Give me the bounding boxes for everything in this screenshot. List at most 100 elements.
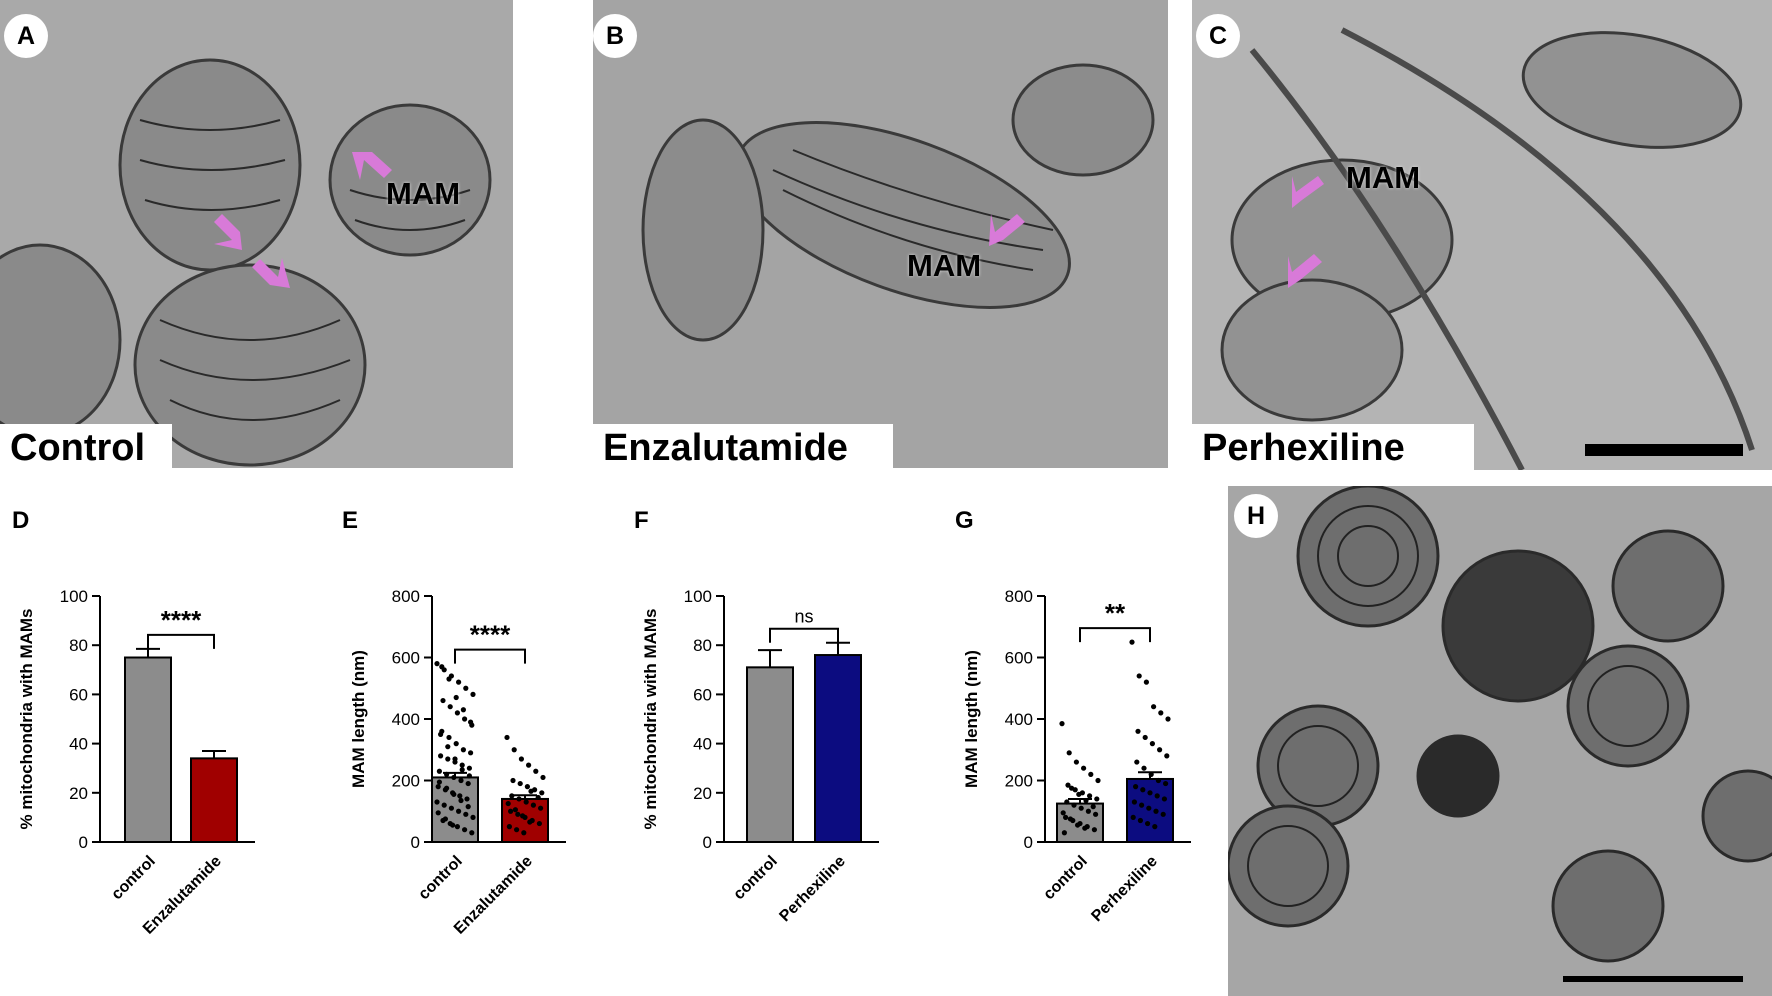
significance-label: **** (470, 620, 511, 650)
em-image-control: A MAM Control (0, 0, 513, 468)
significance-bracket (1079, 627, 1151, 643)
y-tick-label: 100 (684, 587, 712, 606)
data-point (1091, 827, 1097, 833)
panel-letter-b: B (593, 14, 637, 58)
data-point (1164, 753, 1170, 759)
y-tick-label: 800 (1005, 587, 1033, 606)
data-point (1093, 811, 1099, 817)
data-point (1145, 820, 1151, 827)
data-point (466, 773, 472, 779)
data-point (535, 794, 541, 801)
data-point (1143, 679, 1149, 685)
data-point (457, 793, 463, 799)
y-tick-label: 40 (693, 735, 712, 754)
panel-letter-a: A (4, 14, 48, 58)
y-tick-label: 0 (79, 833, 88, 852)
data-point (523, 799, 529, 805)
data-point (1147, 790, 1153, 796)
data-point (450, 822, 456, 828)
data-point (1158, 710, 1164, 716)
panel-letter-f: F (634, 507, 649, 534)
data-point (451, 774, 457, 781)
mam-label-b: MAM (907, 248, 982, 283)
data-point (521, 830, 527, 836)
data-point (524, 784, 531, 790)
data-point (526, 762, 532, 768)
data-point (539, 790, 545, 796)
em-image-lamellar: H (1228, 486, 1772, 996)
data-point (446, 734, 452, 741)
data-point (459, 762, 465, 768)
data-point (1085, 808, 1091, 814)
data-point (463, 811, 469, 817)
panel-letter-c: C (1196, 14, 1240, 58)
panel-letter-g: G (955, 507, 974, 534)
x-tick-label: control (108, 853, 158, 903)
y-axis-label: MAM length (nm) (349, 650, 368, 788)
data-point (505, 800, 511, 807)
data-point (460, 707, 466, 713)
data-point (1082, 825, 1088, 831)
data-point (1071, 802, 1077, 808)
y-tick-label: 20 (693, 784, 712, 803)
data-point (1148, 771, 1154, 777)
em-texture (1192, 0, 1772, 470)
mam-arrows (214, 152, 392, 288)
y-tick-label: 800 (392, 587, 420, 606)
data-point (1133, 784, 1139, 790)
y-tick-label: 600 (1005, 649, 1033, 668)
y-tick-label: 0 (1024, 833, 1033, 852)
data-point (439, 664, 445, 670)
data-point (1094, 796, 1100, 802)
data-point (1129, 639, 1135, 645)
y-tick-label: 20 (69, 784, 88, 803)
data-point (1149, 741, 1155, 747)
data-point (1136, 673, 1142, 679)
condition-label-enzalutamide: Enzalutamide (593, 424, 893, 468)
data-point (1083, 797, 1089, 804)
data-point (1163, 780, 1169, 787)
em-image-perhexiline: C MAM Perhexiline (1192, 0, 1772, 470)
condition-label-perhexiline: Perhexiline (1192, 424, 1474, 470)
data-point (434, 799, 440, 805)
data-point (462, 827, 468, 833)
data-point (514, 827, 520, 833)
y-tick-label: 80 (69, 636, 88, 655)
data-point (509, 793, 515, 799)
data-point (465, 780, 471, 787)
data-point (435, 810, 441, 816)
data-point (536, 820, 543, 827)
data-point (447, 704, 453, 710)
data-point (530, 802, 537, 808)
y-tick-label: 600 (392, 649, 420, 668)
data-point (438, 731, 444, 737)
data-point (1060, 810, 1066, 816)
data-point (441, 802, 447, 808)
data-point (527, 819, 533, 825)
data-point (1153, 808, 1159, 814)
data-point (1140, 787, 1146, 793)
data-point (1134, 759, 1140, 765)
bar (814, 654, 862, 843)
data-point (1135, 728, 1141, 734)
data-point (1066, 750, 1072, 756)
data-point (508, 808, 514, 814)
data-point (464, 796, 470, 802)
data-point (515, 811, 521, 817)
data-point (528, 788, 534, 794)
data-point (1059, 721, 1065, 727)
data-point (1076, 791, 1082, 797)
data-point (469, 830, 475, 836)
data-point (1152, 824, 1158, 830)
data-point (1131, 799, 1137, 805)
significance-label: ns (794, 607, 813, 627)
data-point (456, 808, 462, 814)
data-point (517, 780, 523, 787)
data-point (460, 747, 466, 753)
significance-bracket (769, 627, 839, 643)
data-point (453, 741, 459, 747)
y-tick-label: 200 (1005, 772, 1033, 791)
y-axis-label: MAM length (nm) (962, 650, 981, 788)
data-point (436, 779, 442, 785)
